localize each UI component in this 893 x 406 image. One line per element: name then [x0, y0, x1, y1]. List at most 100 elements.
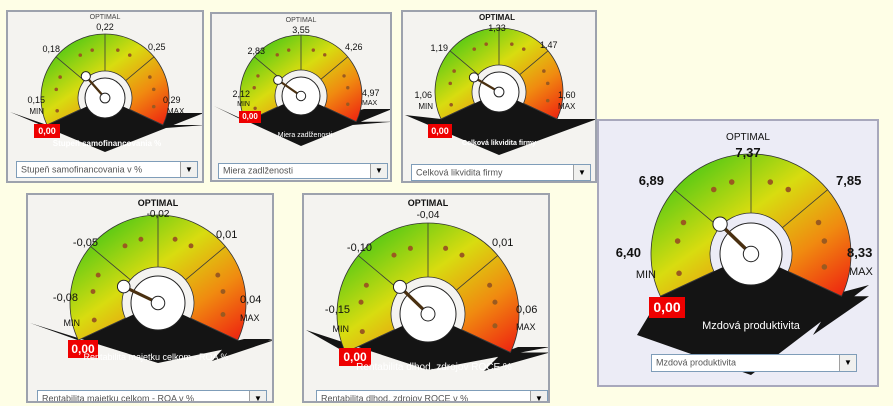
chevron-down-icon[interactable]: ▼	[573, 165, 590, 180]
gauge-title: Stupeň samofinancovania %	[53, 140, 161, 148]
indicator-select[interactable]: Miera zadlženosti ▼	[218, 163, 388, 179]
scale-dot	[152, 88, 156, 92]
scale-dot	[676, 271, 682, 277]
chevron-down-icon[interactable]: ▼	[839, 355, 856, 371]
optimal-value: 1,33	[488, 24, 506, 33]
scale-dot	[55, 109, 59, 113]
scale-dot	[492, 323, 497, 328]
scale-dot	[822, 238, 828, 244]
scale-dot	[785, 187, 791, 193]
chevron-down-icon[interactable]: ▼	[370, 164, 387, 178]
min-label: MIN	[418, 103, 433, 111]
needle-pivot	[296, 91, 305, 100]
left-upper-value: -0,05	[73, 238, 98, 249]
min-value: 1,06	[414, 91, 432, 100]
scale-dot	[449, 103, 453, 107]
indicator-select[interactable]: Rentabilita majetku celkom - ROA v % ▼	[37, 390, 267, 403]
scale-dot	[276, 53, 279, 56]
left-upper-value: 6,89	[639, 174, 664, 187]
chevron-down-icon[interactable]: ▼	[530, 391, 547, 403]
scale-dot	[54, 88, 58, 92]
scale-dot	[675, 238, 681, 244]
gauge-panel-debt-ratio: OPTIMAL 3,55 2,83 4,26 2,12 MIN 4,97 MAX…	[210, 12, 392, 182]
gauge-title: Celková likvidita firmy	[462, 140, 536, 147]
scale-dot	[173, 237, 178, 242]
needle-pivot	[743, 246, 758, 261]
min-label: MIN	[333, 325, 350, 334]
left-upper-value: 2,83	[247, 47, 265, 56]
scale-dot	[128, 53, 132, 57]
max-value: 0,29	[163, 96, 181, 105]
scale-dot	[408, 246, 413, 251]
min-label: MIN	[636, 270, 656, 281]
current-value-badge: 0,00	[649, 297, 685, 318]
needle-tip	[274, 76, 283, 85]
scale-dot	[360, 329, 365, 334]
scale-dot	[78, 53, 82, 57]
indicator-select[interactable]: Rentabilita dlhod. zdrojov ROCE v % ▼	[316, 390, 548, 403]
gauge-panel-liquidity: OPTIMAL 1,33 1,19 1,47 1,06 MIN 1,60 MAX…	[401, 10, 597, 183]
scale-dot	[364, 283, 369, 288]
scale-dot	[346, 103, 349, 106]
right-upper-value: 0,01	[492, 238, 513, 249]
scale-dot	[546, 99, 550, 103]
scale-dot	[58, 75, 62, 79]
scale-dot	[312, 48, 315, 51]
left-upper-value: -0,10	[347, 243, 372, 254]
scale-dot	[472, 47, 476, 51]
optimal-label: OPTIMAL	[726, 133, 770, 143]
current-value-badge: 0,00	[239, 111, 261, 123]
scale-dot	[189, 243, 194, 248]
scale-dot	[148, 75, 152, 79]
scale-dot	[96, 273, 101, 278]
min-value: 0,15	[27, 96, 45, 105]
scale-dot	[116, 48, 120, 52]
scale-dot	[138, 237, 143, 242]
max-value: 1,60	[558, 91, 576, 100]
scale-dot	[359, 300, 364, 305]
gauge-title: Mzdová produktivita	[702, 321, 800, 332]
chevron-down-icon[interactable]: ▼	[249, 391, 266, 403]
scale-dot	[510, 42, 514, 46]
scale-dot	[822, 264, 828, 270]
chevron-down-icon[interactable]: ▼	[180, 162, 197, 177]
scale-dot	[448, 82, 452, 86]
scale-dot	[711, 187, 717, 193]
optimal-label: OPTIMAL	[408, 199, 449, 208]
max-value: 8,33	[847, 246, 872, 259]
right-upper-value: 4,26	[345, 43, 363, 52]
scale-dot	[342, 74, 345, 77]
scale-dot	[287, 48, 290, 51]
min-value: -0,08	[53, 293, 78, 304]
scale-dot	[443, 246, 448, 251]
gauge-dial	[599, 121, 879, 387]
needle-pivot	[494, 87, 504, 97]
optimal-label: OPTIMAL	[138, 199, 179, 208]
scale-dot	[323, 53, 326, 56]
gauge-panel-roce: OPTIMAL -0,04 -0,10 0,01 -0,15 MIN 0,06 …	[302, 193, 550, 403]
indicator-select[interactable]: Stupeň samofinancovania v % ▼	[16, 161, 198, 178]
indicator-select[interactable]: Celková likvidita firmy ▼	[411, 164, 591, 181]
indicator-select-value: Stupeň samofinancovania v %	[21, 165, 142, 174]
scale-dot	[91, 289, 96, 294]
gauge-title: Miera zadlženosti	[278, 132, 332, 139]
needle-tip	[117, 280, 130, 293]
scale-dot	[123, 243, 128, 248]
scale-dot	[452, 69, 456, 73]
scale-dot	[484, 42, 488, 46]
optimal-value: -0,04	[417, 211, 440, 221]
right-upper-value: 1,47	[540, 41, 558, 50]
scale-dot	[729, 179, 735, 185]
left-upper-value: 1,19	[430, 44, 448, 53]
optimal-label: OPTIMAL	[90, 14, 121, 21]
scale-dot	[459, 253, 464, 258]
right-upper-value: 0,01	[216, 230, 237, 241]
min-label: MIN	[237, 101, 250, 108]
optimal-value: 7,37	[735, 146, 760, 159]
scale-dot	[546, 82, 550, 86]
indicator-select-value: Miera zadlženosti	[223, 167, 293, 176]
indicator-select[interactable]: Mzdová produktivita ▼	[651, 354, 857, 372]
scale-dot	[542, 69, 546, 73]
scale-dot	[92, 318, 97, 323]
needle-pivot	[100, 93, 110, 103]
